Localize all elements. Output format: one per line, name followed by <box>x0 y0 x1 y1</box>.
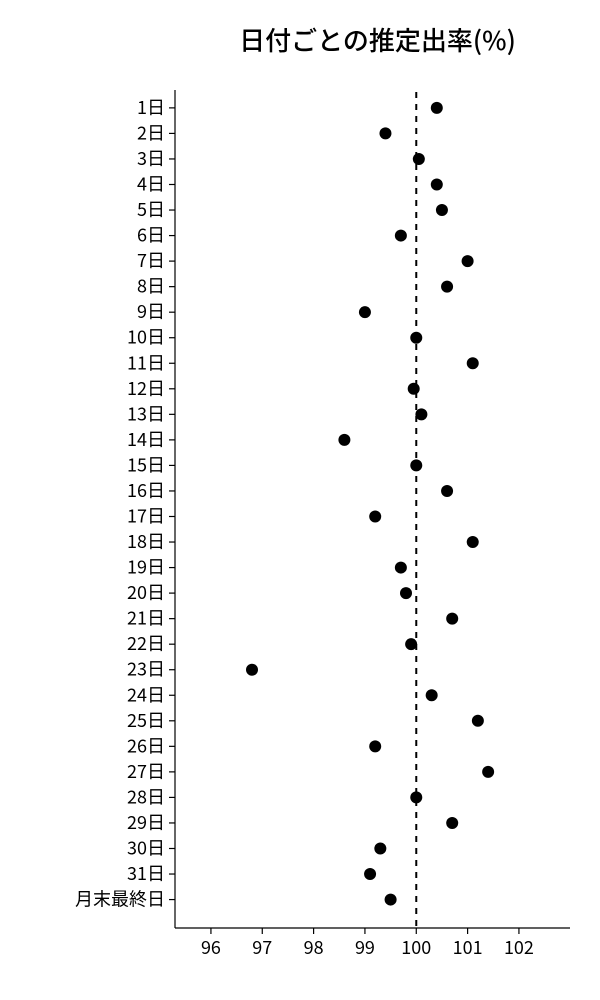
y-tick-label: 6日 <box>137 222 165 248</box>
data-point <box>369 510 381 522</box>
y-tick-label: 28日 <box>127 783 165 809</box>
y-tick-label: 26日 <box>127 732 165 758</box>
data-point <box>410 332 422 344</box>
chart-title: 日付ごとの推定出率(%) <box>239 21 516 58</box>
y-tick-label: 29日 <box>127 809 165 835</box>
y-tick-label: 27日 <box>127 758 165 784</box>
x-tick-label: 102 <box>504 934 534 960</box>
y-tick-label: 17日 <box>127 502 165 528</box>
y-tick-label: 8日 <box>137 273 165 299</box>
data-point <box>441 281 453 293</box>
data-point <box>338 434 350 446</box>
data-point <box>472 715 484 727</box>
y-tick-label: 9日 <box>137 298 165 324</box>
y-tick-label: 12日 <box>127 375 165 401</box>
y-tick-label: 月末最終日 <box>75 886 165 912</box>
x-tick-label: 100 <box>401 934 431 960</box>
data-point <box>413 153 425 165</box>
data-point <box>400 587 412 599</box>
y-tick-label: 25日 <box>127 707 165 733</box>
data-point <box>246 664 258 676</box>
data-point <box>410 459 422 471</box>
data-point <box>364 868 376 880</box>
y-tick-label: 20日 <box>127 579 165 605</box>
x-tick-label: 96 <box>201 934 221 960</box>
y-tick-label: 18日 <box>127 528 165 554</box>
data-point <box>431 178 443 190</box>
y-tick-label: 24日 <box>127 681 165 707</box>
y-tick-label: 3日 <box>137 145 165 171</box>
y-tick-label: 16日 <box>127 477 165 503</box>
data-point <box>446 817 458 829</box>
y-tick-label: 21日 <box>127 605 165 631</box>
data-point <box>467 357 479 369</box>
data-point <box>462 255 474 267</box>
data-point <box>395 562 407 574</box>
data-point <box>369 740 381 752</box>
x-tick-label: 99 <box>355 934 375 960</box>
y-tick-label: 7日 <box>137 247 165 273</box>
data-point <box>436 204 448 216</box>
data-point <box>446 613 458 625</box>
data-point <box>431 102 443 114</box>
y-tick-label: 23日 <box>127 656 165 682</box>
data-point <box>408 383 420 395</box>
y-tick-label: 11日 <box>127 349 165 375</box>
y-tick-label: 13日 <box>127 400 165 426</box>
y-tick-label: 15日 <box>127 451 165 477</box>
y-tick-label: 10日 <box>127 324 165 350</box>
y-tick-label: 4日 <box>137 170 165 196</box>
scatter-chart: 日付ごとの推定出率(%)1日2日3日4日5日6日7日8日9日10日11日12日1… <box>0 0 600 1000</box>
x-tick-label: 101 <box>453 934 483 960</box>
data-point <box>395 230 407 242</box>
data-point <box>374 842 386 854</box>
data-point <box>385 894 397 906</box>
x-tick-label: 98 <box>304 934 324 960</box>
data-point <box>426 689 438 701</box>
data-point <box>410 791 422 803</box>
y-tick-label: 2日 <box>137 119 165 145</box>
data-point <box>441 485 453 497</box>
data-point <box>482 766 494 778</box>
y-tick-label: 22日 <box>127 630 165 656</box>
y-tick-label: 31日 <box>127 860 165 886</box>
y-tick-label: 1日 <box>137 94 165 120</box>
chart-container: 日付ごとの推定出率(%)1日2日3日4日5日6日7日8日9日10日11日12日1… <box>0 0 600 1000</box>
data-point <box>379 127 391 139</box>
data-point <box>467 536 479 548</box>
x-tick-label: 97 <box>252 934 272 960</box>
data-point <box>359 306 371 318</box>
y-tick-label: 14日 <box>127 426 165 452</box>
data-point <box>415 408 427 420</box>
y-tick-label: 19日 <box>127 554 165 580</box>
data-point <box>405 638 417 650</box>
y-tick-label: 5日 <box>137 196 165 222</box>
y-tick-label: 30日 <box>127 834 165 860</box>
